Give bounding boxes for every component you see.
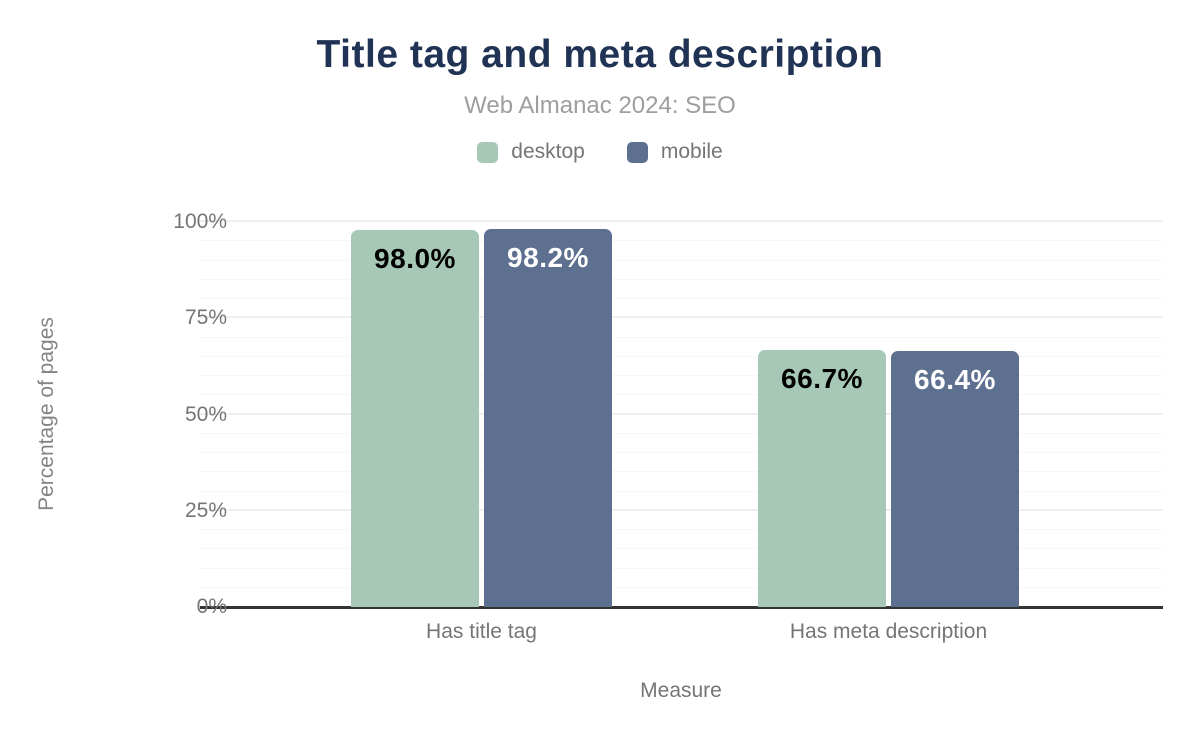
bar-mobile-1[interactable]: 66.4% [891,351,1019,607]
bar-desktop-1[interactable]: 66.7% [758,350,886,607]
chart-title: Title tag and meta description [316,33,884,76]
gridline-40 [200,452,1163,453]
gridline-70 [200,336,1163,338]
gridline-5 [200,586,1163,588]
legend: desktop mobile [0,140,1200,164]
gridline-80 [200,298,1163,299]
plot-area: 98.0% 98.2% 66.7% 66.4% [200,220,1163,609]
legend-item-desktop[interactable]: desktop [477,140,585,164]
y-tick-label: 75% [184,306,227,330]
gridline-45 [200,432,1163,434]
bar-value-label: 66.7% [781,363,863,395]
bar-mobile-0[interactable]: 98.2% [484,228,612,607]
chart-subtitle: Web Almanac 2024: SEO [464,92,736,119]
gridline-100 [200,220,1163,222]
gridline-95 [200,240,1163,242]
legend-swatch-icon [477,141,499,163]
gridline-20 [200,529,1163,530]
gridline-25 [200,508,1163,511]
x-category-label: Has title tag [426,620,537,643]
gridline-90 [200,259,1163,261]
gridline-65 [200,355,1163,357]
gridline-30 [200,490,1163,492]
bar-value-label: 66.4% [914,364,996,396]
bar-value-label: 98.0% [374,242,456,274]
y-tick-label: 100% [173,210,227,233]
legend-label: mobile [660,140,723,163]
x-category-label: Has meta description [789,620,988,643]
y-axis-title: Percentage of pages [35,317,58,511]
legend-label: desktop [511,140,585,163]
gridline-10 [200,567,1163,569]
bar-desktop-0[interactable]: 98.0% [351,229,479,607]
gridline-50 [200,412,1163,415]
legend-item-mobile[interactable]: mobile [626,140,723,164]
y-tick-label: 25% [184,498,227,522]
gridline-85 [200,278,1163,280]
x-axis-title: Measure [640,679,722,702]
gridline-15 [200,548,1163,550]
y-tick-label: 50% [184,402,227,426]
gridline-55 [200,394,1163,396]
y-tick-label: 0% [196,595,227,618]
bar-value-label: 98.2% [507,241,589,273]
gridline-35 [200,471,1163,473]
gridline-60 [200,375,1163,376]
gridline-75 [200,316,1163,319]
legend-swatch-icon [626,141,648,163]
x-axis-baseline [200,606,1163,609]
